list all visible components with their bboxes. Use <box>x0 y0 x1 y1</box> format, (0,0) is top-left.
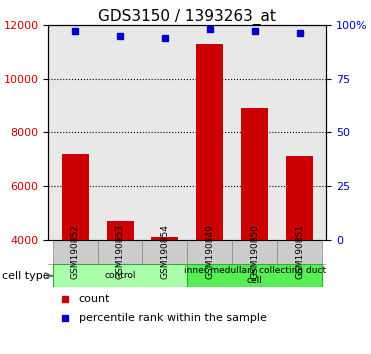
Bar <box>53 240 98 264</box>
Bar <box>277 240 322 264</box>
Text: GSM190851: GSM190851 <box>295 224 304 279</box>
Bar <box>187 240 232 264</box>
Bar <box>98 240 142 264</box>
Text: inner medullary collecting duct
cell: inner medullary collecting duct cell <box>184 266 326 285</box>
Text: percentile rank within the sample: percentile rank within the sample <box>79 313 267 323</box>
Text: GSM190853: GSM190853 <box>115 224 125 279</box>
Bar <box>151 237 178 240</box>
Bar <box>196 44 223 240</box>
Text: GSM190849: GSM190849 <box>205 224 214 279</box>
Bar <box>106 221 134 240</box>
Text: control: control <box>104 271 136 280</box>
Bar <box>286 156 313 240</box>
Text: GSM190850: GSM190850 <box>250 224 259 279</box>
Text: GSM190854: GSM190854 <box>160 224 170 279</box>
Text: cell type: cell type <box>2 271 50 281</box>
Bar <box>142 240 187 264</box>
Bar <box>53 264 187 287</box>
Bar <box>232 240 277 264</box>
Text: count: count <box>79 294 110 304</box>
Title: GDS3150 / 1393263_at: GDS3150 / 1393263_at <box>98 8 276 25</box>
Text: GSM190852: GSM190852 <box>70 224 80 279</box>
Bar <box>187 264 322 287</box>
Bar <box>62 154 89 240</box>
Bar <box>241 108 268 240</box>
